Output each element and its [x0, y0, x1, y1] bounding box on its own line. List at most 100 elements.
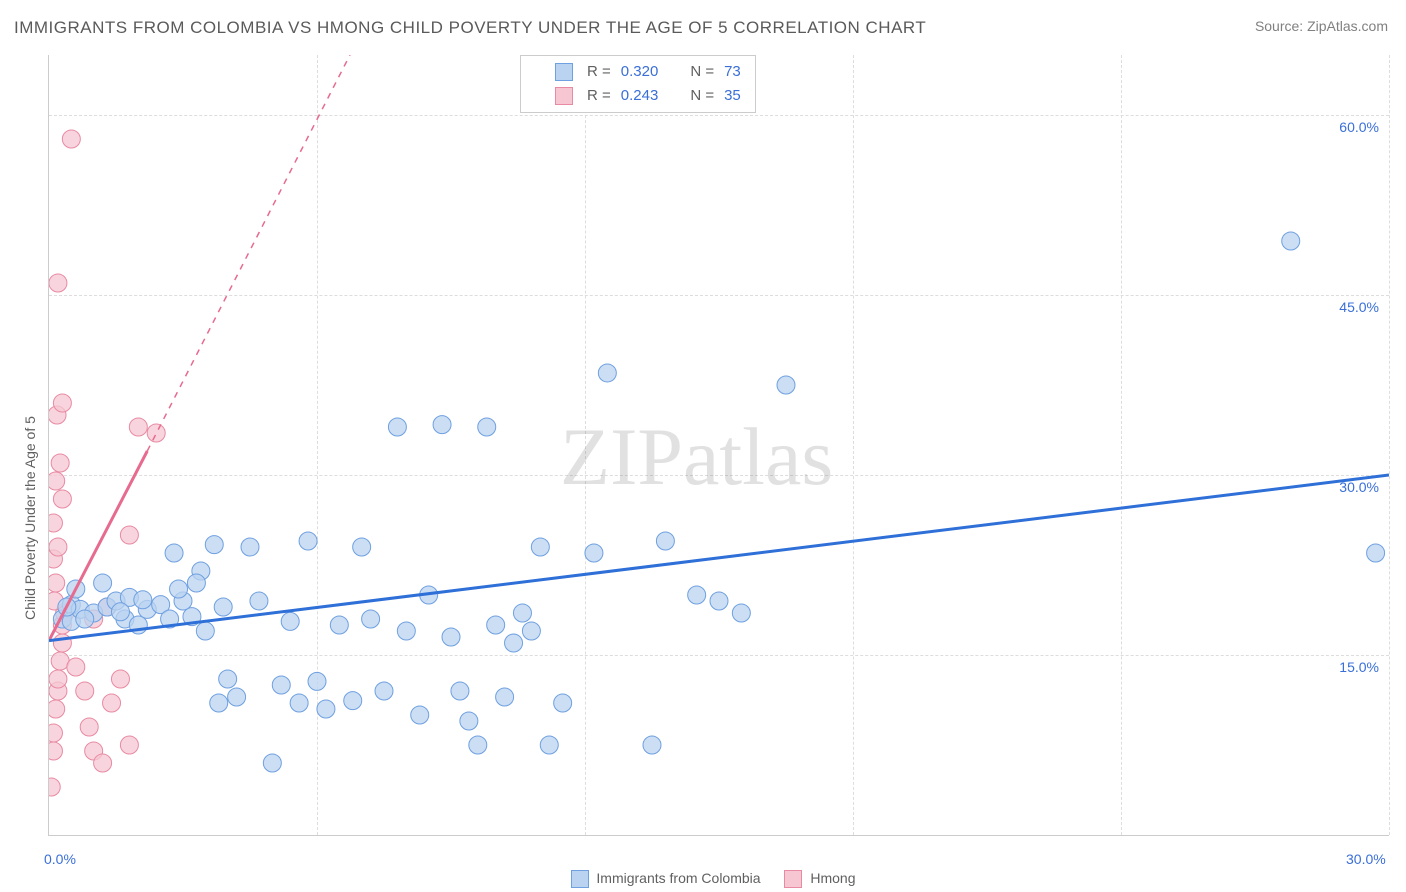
- point-hmong: [80, 718, 98, 736]
- point-colombia: [353, 538, 371, 556]
- point-hmong: [76, 682, 94, 700]
- point-colombia: [554, 694, 572, 712]
- legend-row-colombia: R = 0.320 N = 73: [535, 60, 741, 84]
- point-colombia: [469, 736, 487, 754]
- point-colombia: [777, 376, 795, 394]
- point-hmong: [49, 472, 65, 490]
- r-value: 0.320: [621, 60, 659, 84]
- point-colombia: [228, 688, 246, 706]
- swatch-colombia: [571, 870, 589, 888]
- point-hmong: [120, 526, 138, 544]
- point-hmong: [49, 724, 62, 742]
- point-hmong: [49, 574, 65, 592]
- n-label: N =: [690, 60, 714, 84]
- point-hmong: [129, 418, 147, 436]
- point-hmong: [67, 658, 85, 676]
- point-colombia: [388, 418, 406, 436]
- swatch-hmong: [784, 870, 802, 888]
- r-label: R =: [587, 60, 611, 84]
- point-colombia: [362, 610, 380, 628]
- point-colombia: [598, 364, 616, 382]
- point-hmong: [49, 700, 65, 718]
- point-colombia: [397, 622, 415, 640]
- correlation-legend: R = 0.320 N = 73 R = 0.243 N = 35: [520, 55, 756, 113]
- plot-svg: [49, 55, 1389, 835]
- plot-area: 15.0%30.0%45.0%60.0%: [48, 55, 1389, 836]
- point-colombia: [540, 736, 558, 754]
- point-colombia: [522, 622, 540, 640]
- point-colombia: [299, 532, 317, 550]
- point-colombia: [1367, 544, 1385, 562]
- point-colombia: [214, 598, 232, 616]
- legend-row-hmong: R = 0.243 N = 35: [535, 84, 741, 108]
- point-colombia: [111, 603, 129, 621]
- point-colombia: [478, 418, 496, 436]
- point-colombia: [210, 694, 228, 712]
- n-value: 35: [724, 84, 741, 108]
- point-colombia: [281, 612, 299, 630]
- gridline-vertical: [1389, 55, 1390, 835]
- point-colombia: [531, 538, 549, 556]
- point-colombia: [505, 634, 523, 652]
- point-hmong: [62, 130, 80, 148]
- point-colombia: [433, 416, 451, 434]
- point-hmong: [147, 424, 165, 442]
- point-colombia: [344, 692, 362, 710]
- point-colombia: [134, 591, 152, 609]
- point-colombia: [263, 754, 281, 772]
- point-colombia: [375, 682, 393, 700]
- point-colombia: [1282, 232, 1300, 250]
- legend-label-hmong: Hmong: [810, 870, 855, 886]
- point-colombia: [585, 544, 603, 562]
- point-hmong: [120, 736, 138, 754]
- point-hmong: [51, 454, 69, 472]
- point-hmong: [103, 694, 121, 712]
- point-colombia: [241, 538, 259, 556]
- r-value: 0.243: [621, 84, 659, 108]
- source-attribution: Source: ZipAtlas.com: [1255, 18, 1388, 34]
- point-colombia: [272, 676, 290, 694]
- point-colombia: [710, 592, 728, 610]
- point-colombia: [688, 586, 706, 604]
- point-colombia: [290, 694, 308, 712]
- point-hmong: [49, 514, 62, 532]
- point-hmong: [94, 754, 112, 772]
- point-colombia: [170, 580, 188, 598]
- point-colombia: [330, 616, 348, 634]
- correlation-chart: IMMIGRANTS FROM COLOMBIA VS HMONG CHILD …: [0, 0, 1406, 892]
- point-hmong: [53, 490, 71, 508]
- point-hmong: [49, 538, 67, 556]
- point-colombia: [76, 610, 94, 628]
- point-colombia: [451, 682, 469, 700]
- point-colombia: [460, 712, 478, 730]
- point-colombia: [196, 622, 214, 640]
- point-hmong: [53, 394, 71, 412]
- point-colombia: [308, 672, 326, 690]
- series-legend: Immigrants from Colombia Hmong: [0, 870, 1406, 888]
- point-colombia: [165, 544, 183, 562]
- n-label: N =: [690, 84, 714, 108]
- x-tick-label-min: 0.0%: [44, 851, 76, 867]
- x-tick-label-max: 30.0%: [1346, 851, 1386, 867]
- point-colombia: [94, 574, 112, 592]
- trendline-hmong-dashed: [147, 55, 350, 451]
- point-hmong: [111, 670, 129, 688]
- point-hmong: [49, 742, 62, 760]
- point-colombia: [411, 706, 429, 724]
- swatch-hmong: [555, 87, 573, 105]
- trendline-colombia: [49, 475, 1389, 641]
- point-colombia: [187, 574, 205, 592]
- point-colombia: [496, 688, 514, 706]
- point-colombia: [656, 532, 674, 550]
- point-colombia: [513, 604, 531, 622]
- point-colombia: [250, 592, 268, 610]
- point-colombia: [317, 700, 335, 718]
- legend-label-colombia: Immigrants from Colombia: [596, 870, 760, 886]
- point-hmong: [49, 778, 60, 796]
- point-hmong: [49, 670, 67, 688]
- point-colombia: [643, 736, 661, 754]
- r-label: R =: [587, 84, 611, 108]
- point-colombia: [219, 670, 237, 688]
- point-hmong: [49, 274, 67, 292]
- point-colombia: [442, 628, 460, 646]
